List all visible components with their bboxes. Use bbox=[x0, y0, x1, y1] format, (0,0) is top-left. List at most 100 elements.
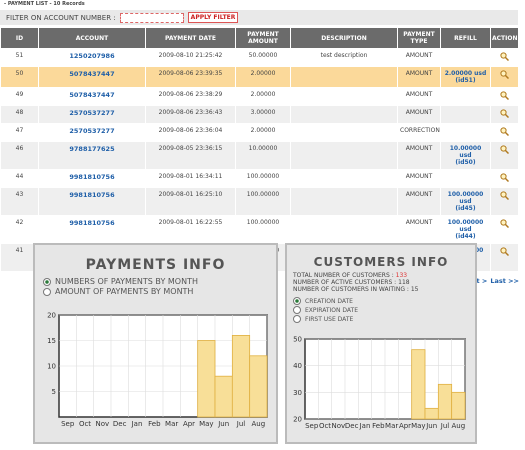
description-cell bbox=[290, 123, 398, 142]
x-tick-label: Oct bbox=[79, 420, 91, 428]
date-cell: 2009-08-06 23:36:43 bbox=[145, 105, 236, 124]
amount-cell: 100.00000 bbox=[235, 169, 291, 188]
bar bbox=[214, 375, 233, 418]
x-tick-label: Jun bbox=[425, 422, 437, 430]
y-tick-label: 40 bbox=[293, 362, 302, 370]
y-tick-label: 15 bbox=[47, 337, 56, 345]
search-icon[interactable] bbox=[500, 52, 510, 62]
refill-line: 10.00000 usd bbox=[449, 145, 482, 159]
x-tick-label: Nov bbox=[331, 422, 345, 430]
filter-bar: FILTER ON ACCOUNT NUMBER : APPLY FILTER bbox=[0, 10, 518, 25]
stat-value: 15 bbox=[410, 286, 419, 293]
option[interactable]: FIRST USE DATE bbox=[293, 315, 475, 323]
search-icon[interactable] bbox=[500, 191, 510, 201]
refill-cell bbox=[440, 87, 491, 106]
table-row: 44 9981810756 2009-08-01 16:34:11 100.00000… bbox=[0, 169, 519, 188]
date-cell: 2009-08-01 16:25:10 bbox=[145, 187, 236, 216]
description-cell bbox=[290, 187, 398, 216]
radio bbox=[293, 315, 301, 323]
table-row: 51 1250207986 2009-08-10 21:25:42 50.00000 t… bbox=[0, 48, 519, 67]
account-cell[interactable]: 5078437447 bbox=[38, 87, 146, 106]
option[interactable]: EXPIRATION DATE bbox=[293, 306, 475, 314]
type-cell: AMOUNT bbox=[397, 48, 441, 67]
type-cell: AMOUNT bbox=[397, 187, 441, 216]
search-icon[interactable] bbox=[500, 91, 510, 101]
refill-cell: 2.00000 usd (id51) bbox=[440, 66, 491, 88]
stat: TOTAL NUMBER OF CUSTOMERS : 133 bbox=[293, 272, 475, 279]
column-header: DESCRIPTION bbox=[290, 27, 398, 49]
description: test description bbox=[320, 52, 368, 59]
date-cell: 2009-08-01 16:22:55 bbox=[145, 215, 236, 244]
account-cell[interactable]: 9981810756 bbox=[38, 215, 146, 244]
amount-cell: 2.00000 bbox=[235, 66, 291, 88]
options: CREATION DATE EXPIRATION DATE FIRST USE DA… bbox=[293, 297, 475, 323]
column-header: PAYMENT DATE bbox=[145, 27, 236, 49]
search-icon[interactable] bbox=[500, 173, 510, 183]
x-tick-label: May bbox=[199, 420, 213, 428]
account-cell[interactable]: 9981810756 bbox=[38, 187, 146, 216]
amount-cell: 50.00000 bbox=[235, 48, 291, 67]
table-row: 50 5078437447 2009-08-06 23:39:35 2.00000 AM… bbox=[0, 66, 519, 88]
account-cell[interactable]: 9788177625 bbox=[38, 141, 146, 170]
refill-cell: 10.00000 usd (id50) bbox=[440, 141, 491, 170]
account-cell[interactable]: 9981810756 bbox=[38, 169, 146, 188]
x-tick-label: Mar bbox=[385, 422, 398, 430]
x-tick-label: Apr bbox=[183, 420, 195, 428]
column-header: PAYMENT AMOUNT bbox=[235, 27, 291, 49]
column-header: ACTION bbox=[490, 27, 519, 49]
column-header: ID bbox=[0, 27, 39, 49]
table-wrap: ID ACCOUNT PAYMENT DATE PAYMENT AMOUNT DESCR… bbox=[0, 27, 519, 285]
account-cell[interactable]: 1250207986 bbox=[38, 48, 146, 67]
radio bbox=[293, 306, 301, 314]
stat-value: 133 bbox=[395, 272, 408, 279]
apply-button[interactable]: APPLY FILTER bbox=[187, 12, 239, 23]
option-label: AMOUNT OF PAYMENTS BY MONTH bbox=[55, 287, 194, 296]
search-icon[interactable] bbox=[500, 127, 510, 137]
stats: TOTAL NUMBER OF CUSTOMERS : 133 NUMBER OF… bbox=[293, 272, 475, 293]
y-tick-label: 5 bbox=[52, 388, 56, 396]
date-cell: 2009-08-05 23:36:15 bbox=[145, 141, 236, 170]
stat: NUMBER OF ACTIVE CUSTOMERS : 118 bbox=[293, 279, 475, 286]
search-icon[interactable] bbox=[500, 109, 510, 119]
refill-cell bbox=[440, 105, 491, 124]
search-icon[interactable] bbox=[500, 70, 510, 80]
type-cell: CORRECTION bbox=[397, 123, 441, 142]
y-tick-label: 20 bbox=[47, 312, 56, 320]
option[interactable]: NUMBERS OF PAYMENTS BY MONTH bbox=[43, 277, 276, 286]
radio bbox=[43, 287, 51, 296]
stat-label: NUMBER OF ACTIVE CUSTOMERS : bbox=[293, 279, 397, 286]
type-cell: AMOUNT bbox=[397, 87, 441, 106]
refill-line: (id50) bbox=[455, 159, 476, 166]
option[interactable]: CREATION DATE bbox=[293, 297, 475, 305]
action-cell bbox=[490, 215, 519, 244]
title: - PAYMENT LIST - bbox=[4, 1, 52, 7]
search-icon[interactable] bbox=[500, 219, 510, 229]
account-cell[interactable]: 2570537277 bbox=[38, 105, 146, 124]
amount-cell: 100.00000 bbox=[235, 215, 291, 244]
refill-line: 2.00000 usd bbox=[444, 70, 487, 77]
id-cell: 49 bbox=[0, 87, 39, 106]
date-cell: 2009-08-01 16:34:11 bbox=[145, 169, 236, 188]
id-cell: 43 bbox=[0, 187, 39, 216]
page-link[interactable]: Last >> bbox=[490, 277, 519, 285]
account-cell[interactable]: 5078437447 bbox=[38, 66, 146, 88]
type-cell: AMOUNT bbox=[397, 169, 441, 188]
x-tick-label: Jan bbox=[359, 422, 371, 430]
option-label: EXPIRATION DATE bbox=[305, 306, 359, 314]
account-cell[interactable]: 2570537277 bbox=[38, 123, 146, 142]
amount-cell: 100.00000 bbox=[235, 187, 291, 216]
description-cell bbox=[290, 141, 398, 170]
search-icon[interactable] bbox=[500, 145, 510, 155]
customers-panel: CUSTOMERS INFO TOTAL NUMBER OF CUSTOMERS… bbox=[285, 243, 477, 444]
filter-input[interactable] bbox=[119, 12, 184, 23]
table-row: 48 2570537277 2009-08-06 23:36:43 3.00000 AM… bbox=[0, 105, 519, 124]
search-icon[interactable] bbox=[500, 247, 510, 257]
x-tick-label: Jun bbox=[217, 420, 229, 428]
bar bbox=[411, 349, 426, 420]
refill-line: (id45) bbox=[455, 205, 476, 212]
amount-cell: 2.00000 bbox=[235, 87, 291, 106]
option[interactable]: AMOUNT OF PAYMENTS BY MONTH bbox=[43, 287, 276, 296]
type-cell: AMOUNT bbox=[397, 215, 441, 244]
options: NUMBERS OF PAYMENTS BY MONTH AMOUNT OF PA… bbox=[43, 277, 276, 296]
